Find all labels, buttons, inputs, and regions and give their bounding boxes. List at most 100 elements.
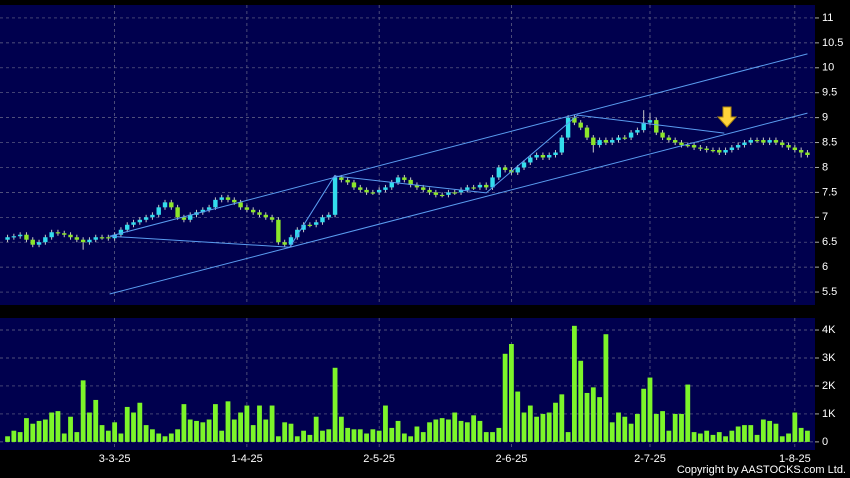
candle-body [225, 197, 231, 200]
candle-body [484, 184, 489, 188]
y-tick-label: 7.5 [822, 186, 837, 198]
volume-bar [49, 412, 55, 442]
candle-body [332, 177, 338, 215]
candle-body [106, 237, 111, 239]
candle-body [11, 236, 17, 238]
candle-body [698, 147, 703, 149]
volume-bar [162, 436, 168, 442]
candle-body [496, 167, 502, 178]
volume-bar [546, 412, 552, 442]
volume-bar [351, 429, 357, 442]
candle-body [578, 122, 583, 128]
volume-bar [634, 413, 640, 442]
volume-bar [779, 436, 785, 442]
volume-bar [628, 423, 634, 442]
y-tick-label: 9 [822, 112, 828, 124]
candle-body [490, 177, 495, 188]
candle-body [780, 142, 785, 146]
candle-body [313, 222, 319, 225]
volume-bar [572, 325, 577, 442]
candle-body [383, 187, 388, 190]
candle-body [370, 192, 376, 194]
volume-bar [496, 427, 502, 442]
candle-body [49, 232, 54, 238]
volume-bar [30, 423, 36, 442]
candle-body [691, 145, 697, 148]
volume-bar [206, 419, 212, 442]
volume-bar [509, 344, 514, 442]
x-tick-label: 2-5-25 [363, 453, 395, 465]
volume-bar [307, 434, 313, 442]
candle-body [446, 192, 451, 195]
candle-body [232, 199, 237, 203]
candle-body [143, 217, 149, 220]
candle-body [635, 130, 640, 133]
candle-body [250, 209, 256, 213]
volume-bar [313, 416, 319, 442]
volume-bar [389, 427, 395, 442]
volume-bar [672, 413, 678, 442]
copyright: Copyright by AASTOCKS.com Ltd. [677, 464, 846, 476]
candle-body [257, 212, 262, 215]
volume-bar [301, 430, 306, 442]
volume-bar [105, 430, 111, 442]
volume-bar [294, 436, 300, 442]
volume-bar [55, 411, 61, 442]
candle-body [188, 214, 193, 220]
candle-body [364, 189, 369, 193]
x-tick-label: 3-3-25 [99, 453, 131, 465]
volume-bar [742, 425, 747, 442]
volume-bar [735, 426, 741, 442]
candle-body [339, 177, 344, 180]
candle-body [99, 237, 105, 239]
candle-body [307, 224, 313, 226]
candle-body [616, 137, 621, 141]
volume-bar [464, 422, 470, 442]
candle-body [219, 197, 224, 200]
volume-bar [401, 433, 407, 442]
volume-bar [61, 433, 67, 442]
volume-bar [74, 432, 80, 442]
volume-bar [275, 436, 281, 442]
candle-body [87, 239, 92, 243]
candle-body [502, 167, 508, 170]
x-tick-label: 2-7-25 [634, 453, 666, 465]
candle-body [68, 234, 73, 238]
volume-bar [439, 418, 445, 442]
volume-bar [150, 429, 155, 442]
volume-bar [458, 420, 464, 442]
volume-bar [773, 423, 779, 442]
volume-bar [559, 394, 565, 442]
volume-panel [0, 318, 815, 450]
candle-body [458, 189, 464, 193]
candle-body [521, 162, 527, 168]
volume-bar [420, 432, 426, 442]
y-tick-label: 11 [822, 12, 833, 24]
volume-bar [187, 419, 193, 442]
candle-body [572, 117, 577, 123]
candle-body [622, 137, 627, 139]
volume-bar [80, 380, 86, 442]
x-tick-label: 2-6-25 [496, 453, 528, 465]
volume-bar [597, 397, 602, 442]
volume-bar [263, 419, 269, 442]
candle-body [30, 239, 35, 245]
volume-bar [68, 416, 73, 442]
y-tick-label: 10 [822, 62, 834, 74]
candle-body [798, 150, 804, 153]
candle-body [666, 137, 672, 141]
volume-bar [11, 430, 17, 442]
volume-bar [320, 430, 325, 442]
candle-body [263, 214, 268, 218]
candle-body [609, 140, 615, 143]
candle-body [125, 224, 130, 230]
candle-body [238, 202, 243, 208]
volume-bar [446, 419, 451, 442]
candle-body [723, 150, 728, 153]
volume-bar [691, 432, 697, 442]
candle-body [761, 140, 766, 143]
volume-bar [112, 422, 118, 442]
volume-bar [483, 432, 489, 442]
volume-bar [364, 433, 369, 442]
candle-body [628, 132, 634, 138]
